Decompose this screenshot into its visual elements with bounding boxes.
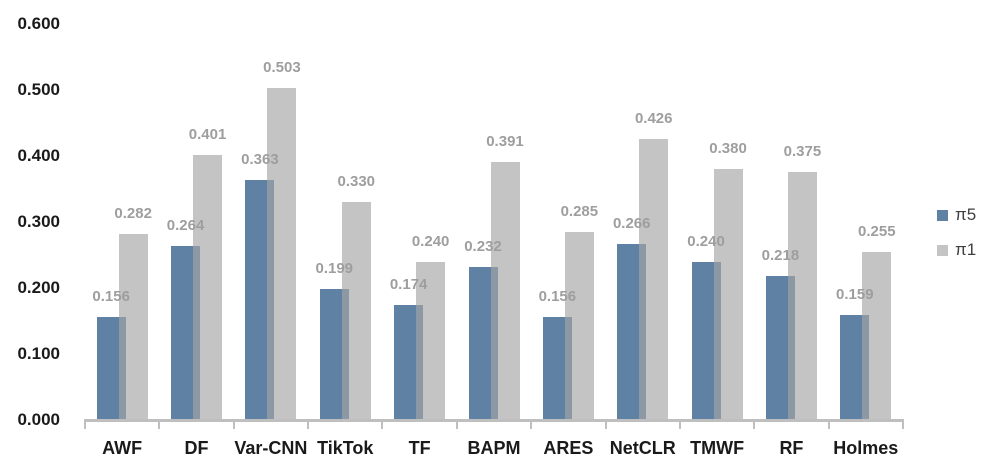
x-axis-label-TF: TF (408, 438, 431, 458)
legend-label: π1 (955, 240, 977, 259)
bar-π1-RF (787, 172, 817, 420)
y-axis-tick-label: 0.600 (17, 14, 60, 33)
value-label-π1-NetCLR: 0.426 (634, 110, 673, 127)
x-axis-tick (678, 419, 681, 429)
bar-π1-TF (416, 262, 446, 420)
legend-swatch-icon (937, 244, 948, 256)
value-label-π1-BAPM: 0.391 (486, 133, 524, 150)
y-axis-tick-label: 0.100 (17, 344, 60, 363)
x-axis-line (84, 419, 904, 422)
bar-π1-Var-CNN (267, 88, 297, 420)
value-label-π1-Holmes: 0.255 (858, 223, 896, 240)
x-axis-tick (604, 419, 607, 429)
value-label-π5-NetCLR: 0.266 (612, 215, 651, 232)
x-axis-tick (530, 419, 533, 429)
value-label-π1-TikTok: 0.330 (337, 173, 376, 190)
x-axis-tick (158, 419, 161, 429)
bar-π1-BAPM (490, 162, 520, 420)
x-axis-tick (753, 419, 756, 429)
value-label-π1-TF: 0.240 (411, 233, 450, 250)
value-label-π1-Var-CNN: 0.503 (263, 59, 301, 76)
x-axis-label-BAPM: BAPM (467, 438, 521, 458)
x-axis-tick (455, 419, 458, 429)
x-axis-tick (827, 419, 830, 429)
value-label-π5-TikTok: 0.199 (315, 260, 354, 277)
x-axis-tick (84, 419, 86, 429)
x-axis-label-RF: RF (779, 438, 804, 458)
y-axis-tick-label: 0.500 (17, 80, 60, 99)
bar-π1-ARES (564, 232, 594, 420)
value-label-π5-TMWF: 0.240 (687, 233, 725, 250)
legend-swatch-icon (937, 209, 948, 221)
x-axis-label-Holmes: Holmes (833, 438, 899, 458)
value-label-π5-Holmes: 0.159 (836, 286, 874, 303)
bar-π1-TikTok (341, 202, 371, 420)
x-axis-tick (232, 419, 235, 429)
value-label-π5-RF: 0.218 (761, 247, 800, 264)
y-axis-tick-label: 0.400 (17, 146, 60, 165)
x-axis-tick (381, 419, 384, 429)
x-axis-label-AWF: AWF (102, 438, 143, 458)
bar-π1-DF (193, 155, 223, 420)
x-axis-label-TMWF: TMWF (690, 438, 745, 458)
x-axis-label-NetCLR: NetCLR (609, 438, 676, 458)
value-label-π1-RF: 0.375 (783, 143, 822, 160)
value-label-π1-TMWF: 0.380 (709, 140, 747, 157)
y-axis-tick-label: 0.000 (17, 410, 60, 429)
value-label-π5-DF: 0.264 (166, 217, 205, 234)
value-label-π5-Var-CNN: 0.363 (241, 151, 279, 168)
bar-π1-TMWF (713, 169, 743, 420)
legend-label: π5 (955, 205, 977, 224)
bar-π1-Holmes (862, 252, 892, 420)
x-axis-tick (902, 419, 904, 429)
y-axis-tick-label: 0.200 (17, 278, 60, 297)
y-axis-tick-label: 0.300 (17, 212, 60, 231)
value-label-π1-AWF: 0.282 (114, 205, 152, 222)
bar-π1-NetCLR (639, 139, 669, 420)
value-label-π1-DF: 0.401 (188, 126, 227, 143)
value-label-π1-ARES: 0.285 (560, 203, 599, 220)
x-axis-tick (307, 419, 310, 429)
x-axis-label-ARES: ARES (543, 438, 594, 458)
x-axis-label-TikTok: TikTok (317, 438, 374, 458)
x-axis-label-DF: DF (184, 438, 209, 458)
x-axis-label-Var-CNN: Var-CNN (234, 438, 308, 458)
value-label-π5-TF: 0.174 (389, 276, 428, 293)
legend-item-π5: π5 (937, 206, 976, 224)
value-label-π5-AWF: 0.156 (92, 288, 130, 305)
legend-item-π1: π1 (937, 241, 976, 259)
value-label-π5-ARES: 0.156 (538, 288, 577, 305)
value-label-π5-BAPM: 0.232 (464, 238, 502, 255)
bar-π1-AWF (118, 234, 148, 420)
